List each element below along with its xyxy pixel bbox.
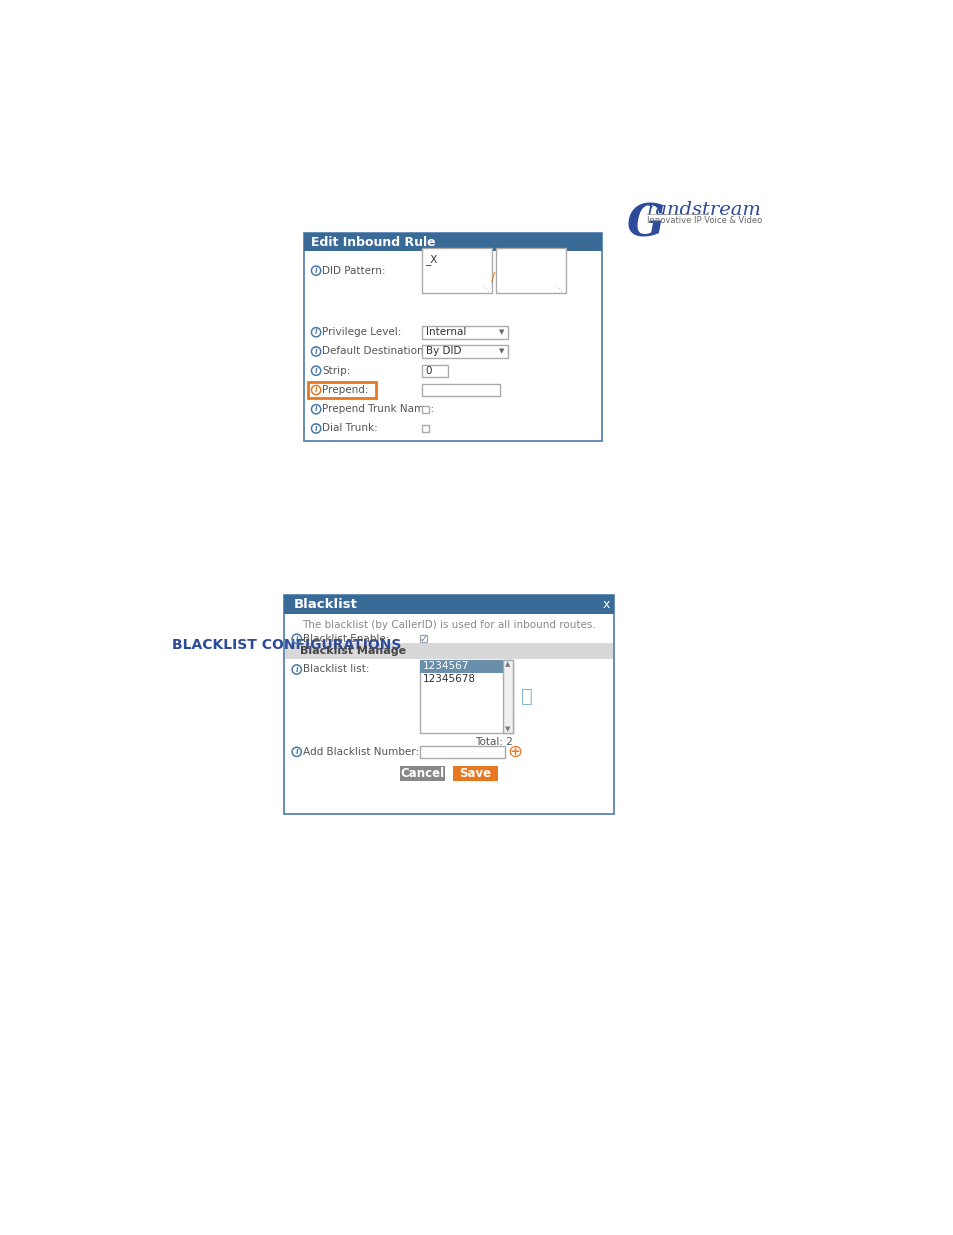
Text: 12345678: 12345678	[422, 674, 476, 684]
Text: Blacklist Manage: Blacklist Manage	[299, 646, 406, 656]
Text: ▲: ▲	[505, 661, 510, 667]
Bar	[453, 766, 497, 782]
Text: Total: 2: Total: 2	[475, 737, 513, 747]
Text: Privilege Level:: Privilege Level:	[322, 327, 401, 337]
Text: i: i	[314, 385, 317, 394]
Text: i: i	[295, 747, 297, 756]
Bar	[422, 384, 499, 395]
Text: randstream: randstream	[646, 200, 761, 219]
Bar	[303, 233, 601, 252]
Text: Blacklist list:: Blacklist list:	[303, 664, 369, 674]
Bar	[422, 248, 492, 293]
Text: G: G	[626, 203, 664, 245]
Bar	[399, 766, 445, 782]
Text: ▼: ▼	[498, 330, 503, 335]
Text: Blacklist Enable:: Blacklist Enable:	[303, 634, 389, 643]
Bar	[422, 326, 507, 338]
Bar	[419, 661, 513, 734]
Text: x: x	[601, 598, 609, 611]
Bar	[422, 345, 507, 358]
Bar	[496, 248, 565, 293]
Text: i: i	[314, 366, 317, 375]
Text: 🗑: 🗑	[520, 688, 532, 706]
Bar	[307, 383, 375, 399]
Text: Innovative IP Voice & Video: Innovative IP Voice & Video	[646, 216, 761, 225]
Text: i: i	[314, 424, 317, 432]
Text: ⋱: ⋱	[555, 284, 562, 290]
Text: ▼: ▼	[505, 726, 510, 732]
Bar	[502, 661, 513, 734]
Bar	[419, 661, 502, 673]
Bar	[419, 635, 427, 642]
Bar	[422, 425, 429, 432]
Text: Dial Trunk:: Dial Trunk:	[322, 424, 377, 433]
Bar	[303, 233, 601, 441]
Text: Edit Inbound Rule: Edit Inbound Rule	[311, 236, 436, 248]
Text: By DID: By DID	[426, 347, 461, 357]
Text: i: i	[295, 634, 297, 642]
Bar	[285, 642, 612, 659]
Text: ⋱: ⋱	[481, 284, 488, 290]
Bar	[419, 746, 505, 758]
Text: The blacklist (by CallerID) is used for all inbound routes.: The blacklist (by CallerID) is used for …	[302, 620, 596, 630]
Text: Internal: Internal	[426, 327, 466, 337]
Bar	[422, 406, 429, 412]
Bar	[284, 595, 613, 814]
Text: Strip:: Strip:	[322, 366, 351, 375]
Text: Add Blacklist Number:: Add Blacklist Number:	[303, 747, 418, 757]
Text: Cancel: Cancel	[400, 767, 444, 781]
Text: Blacklist: Blacklist	[294, 598, 357, 611]
Text: 1234567: 1234567	[422, 662, 469, 672]
Text: ▼: ▼	[498, 348, 503, 354]
Text: BLACKLIST CONFIGURATIONS: BLACKLIST CONFIGURATIONS	[172, 637, 401, 652]
Text: ⊕: ⊕	[506, 743, 521, 761]
Text: 0: 0	[425, 366, 432, 375]
Text: i: i	[295, 664, 297, 673]
Text: DID Pattern:: DID Pattern:	[322, 266, 385, 275]
Text: Save: Save	[458, 767, 491, 781]
Text: i: i	[314, 347, 317, 356]
Text: /: /	[491, 270, 496, 283]
Text: Default Destination:: Default Destination:	[322, 347, 427, 357]
Text: i: i	[314, 266, 317, 274]
Bar	[422, 366, 447, 377]
Text: Prepend Trunk Name:: Prepend Trunk Name:	[322, 404, 434, 414]
Text: i: i	[314, 327, 317, 336]
Text: ✓: ✓	[419, 634, 427, 643]
Bar	[284, 595, 613, 614]
Text: i: i	[314, 404, 317, 414]
Text: Prepend:: Prepend:	[322, 385, 369, 395]
Text: _X: _X	[425, 254, 437, 266]
